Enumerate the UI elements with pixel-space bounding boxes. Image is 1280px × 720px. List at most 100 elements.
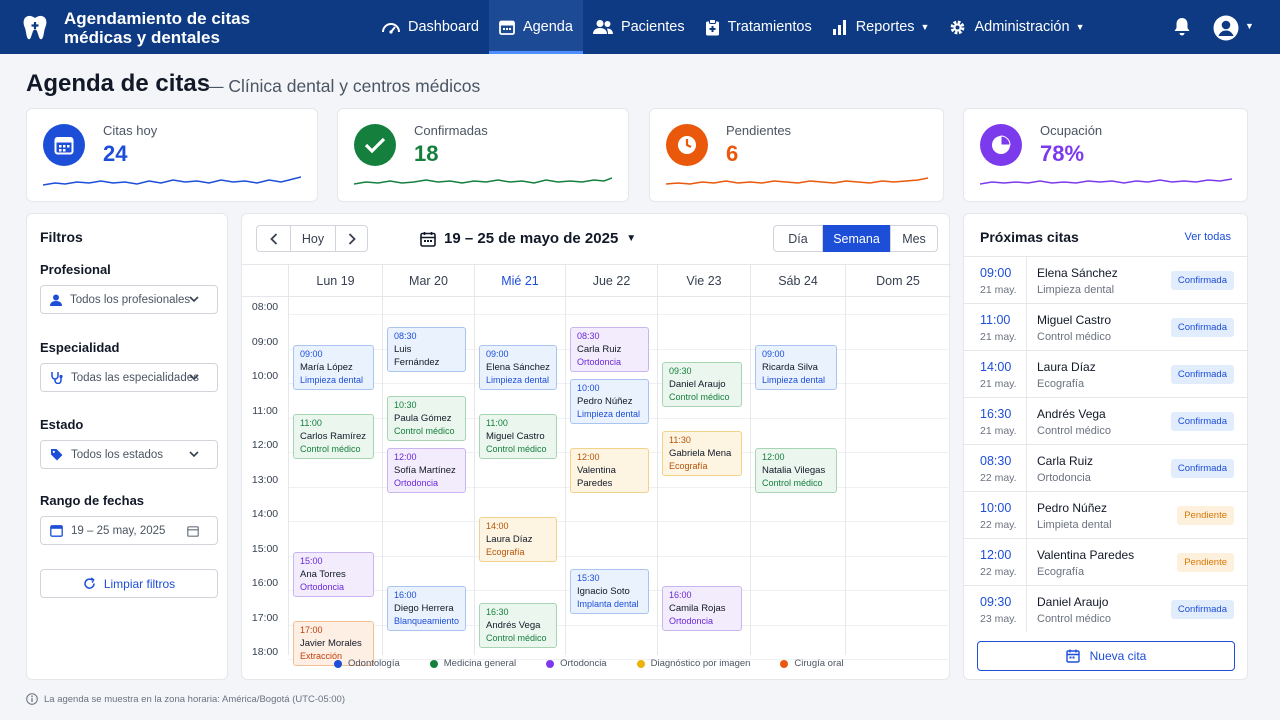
day-header[interactable]: Mar 20 <box>382 265 474 296</box>
appointment-block[interactable]: 09:00 María López Limpieza dental <box>293 344 374 390</box>
calendar-legend: Odontología Medicina general Ortodoncia Dia… <box>334 658 874 669</box>
stat-card-ocupacion: Ocupación 78% <box>963 108 1248 202</box>
today-button[interactable]: Hoy <box>290 225 336 252</box>
appointment-block[interactable]: 16:30 Andrés Vega Control médico <box>479 603 557 649</box>
refresh-icon <box>84 577 95 589</box>
appointment-block[interactable]: 16:00 Diego Herrera Blanqueamiento <box>387 586 466 631</box>
date-range-picker[interactable]: 19 – 25 de mayo de 2025 ▼ <box>420 230 636 247</box>
upcoming-item[interactable]: 08:30 22 may. Carla Ruiz Ortodoncia Confirma… <box>964 444 1248 491</box>
chevron-right-icon <box>348 232 356 245</box>
bar-chart-icon <box>832 20 846 35</box>
profesional-select[interactable]: Todos los profesionales <box>40 285 218 314</box>
filter-label-especialidad: Especialidad <box>40 340 120 355</box>
upcoming-patient: Laura Díaz <box>1037 360 1096 374</box>
upcoming-treatment: Control médico <box>1037 425 1111 437</box>
appointment-patient: Carlos Ramírez <box>300 430 366 442</box>
view-month-button[interactable]: Mes <box>890 225 938 252</box>
view-day-button[interactable]: Día <box>773 225 823 252</box>
nav-agenda[interactable]: Agenda <box>488 0 583 54</box>
appointment-block[interactable]: 11:00 Carlos Ramírez Control médico <box>293 413 374 459</box>
chevron-down-icon[interactable]: ▼ <box>1245 21 1254 31</box>
avatar-icon[interactable] <box>1213 15 1239 41</box>
appointment-time: 14:00 <box>486 521 509 531</box>
sparkline <box>980 178 1232 185</box>
new-appointment-button[interactable]: Nueva cita <box>977 641 1235 671</box>
upcoming-item[interactable]: 14:00 21 may. Laura Díaz Ecografía Confirmad… <box>964 350 1248 397</box>
upcoming-item[interactable]: 10:00 22 may. Pedro Núñez Limpieta dental Pe… <box>964 491 1248 538</box>
nav-reportes[interactable]: Reportes ▼ <box>822 0 940 54</box>
day-header[interactable]: Mié 21 <box>474 265 565 296</box>
nav-pacientes[interactable]: Pacientes <box>583 0 695 54</box>
next-week-button[interactable] <box>335 225 368 252</box>
appointment-block[interactable]: 08:30 Carla Ruiz Ortodoncia <box>570 327 649 373</box>
appointment-block[interactable]: 08:30 Luis FernándezLimpieza dental <box>387 327 466 373</box>
appointment-treatment: Control médico <box>762 478 823 488</box>
upcoming-patient: Pedro Núñez <box>1037 501 1108 515</box>
upcoming-date: 21 may. <box>980 331 1017 343</box>
appointment-block[interactable]: 14:00 Laura Díaz Ecografía <box>479 517 557 562</box>
prev-week-button[interactable] <box>256 225 291 252</box>
appointment-block[interactable]: 09:00 Ricarda Silva Limpieza dental <box>755 344 837 390</box>
appointment-block[interactable]: 11:00 Miguel Castro Control médico <box>479 413 557 459</box>
upcoming-item[interactable]: 16:30 21 may. Andrés Vega Control médico Con… <box>964 397 1248 444</box>
profesional-select-value: Todos los profesionales <box>70 293 191 306</box>
bell-icon[interactable] <box>1173 17 1191 36</box>
day-header[interactable]: Lun 19 <box>288 265 382 296</box>
upcoming-item[interactable]: 11:00 21 may. Miguel Castro Control médico C… <box>964 303 1248 350</box>
appointment-block[interactable]: 15:00 Ana Torres Ortodoncia <box>293 551 374 597</box>
nav-pacientes-label: Pacientes <box>620 19 685 35</box>
especialidad-select[interactable]: Todas las especialidades <box>40 363 218 392</box>
appointment-patient: Pedro Núñez <box>577 396 633 407</box>
nav-dashboard-label: Dashboard <box>408 19 479 35</box>
appointment-treatment: Control médico <box>394 426 455 437</box>
upcoming-date: 23 may. <box>980 613 1017 625</box>
info-icon <box>26 693 38 705</box>
page-title: Agenda de citas <box>26 70 211 97</box>
upcoming-patient: Daniel Araujo <box>1037 595 1109 609</box>
clear-filters-button[interactable]: Limpiar filtros <box>40 569 218 598</box>
nav-administracion[interactable]: Administración ▼ <box>939 0 1094 54</box>
upcoming-item[interactable]: 09:00 21 may. Elena Sánchez Limpieza dental… <box>964 256 1248 303</box>
appointment-time: 09:00 <box>762 348 785 359</box>
hour-label: 10:00 <box>251 370 279 382</box>
nav-tratamientos[interactable]: Tratamientos <box>695 0 822 54</box>
stat-label: Pendientes <box>726 123 792 138</box>
nav-dashboard[interactable]: Dashboard <box>372 0 489 54</box>
upcoming-treatment: Control médico <box>1037 613 1111 625</box>
appointment-block[interactable]: 12:00 Natalia Vilegas Control médico <box>755 448 837 493</box>
nav-tratamientos-label: Tratamientos <box>727 19 812 35</box>
calendar-icon <box>420 231 436 247</box>
appointment-block[interactable]: 10:30 Paula Gómez Control médico <box>387 396 466 442</box>
calendar-icon[interactable] <box>187 525 199 537</box>
upcoming-time: 11:00 <box>980 313 1011 327</box>
day-header[interactable]: Dom 25 <box>845 265 950 296</box>
day-header[interactable]: Jue 22 <box>565 265 657 296</box>
calendar-divider <box>242 296 951 297</box>
see-all-link[interactable]: Ver todas <box>1184 231 1231 243</box>
chevron-down-icon <box>189 374 199 381</box>
estado-select[interactable]: Todos los estados <box>40 440 218 469</box>
appointment-block[interactable]: 09:30 Daniel Araujo Control médico <box>662 361 742 407</box>
day-header[interactable]: Sáb 24 <box>750 265 845 296</box>
day-header[interactable]: Vie 23 <box>657 265 750 296</box>
appointment-treatment: Control médico <box>669 391 730 402</box>
appointment-block[interactable]: 10:00 Pedro Núñez Limpieza dental <box>570 379 649 424</box>
hour-label: 15:00 <box>251 542 279 555</box>
upcoming-item[interactable]: 12:00 22 may. Valentina Paredes Ecografía Pe… <box>964 538 1248 585</box>
upcoming-treatment: Ortodoncia <box>1037 472 1091 484</box>
appointment-block[interactable]: 16:00 Camila Rojas Ortodoncia <box>662 586 742 631</box>
upcoming-item[interactable]: 09:30 23 may. Daniel Araujo Control médico C… <box>964 585 1248 632</box>
appointment-block[interactable]: 09:00 Elena Sánchez Limpieza dental <box>479 344 557 390</box>
legend-label: Cirugía oral <box>794 658 844 669</box>
appointment-block[interactable]: 15:30 Ignacio Soto Implanta dental <box>570 568 649 614</box>
appointment-time: 16:00 <box>394 590 417 600</box>
appointment-block[interactable]: 12:00 Sofía Martínez Ortodoncia <box>387 448 466 493</box>
appointment-patient: Luis Fernández <box>394 344 440 369</box>
appointment-time: 16:30 <box>486 607 509 618</box>
date-range-input[interactable]: 19 – 25 may, 2025 <box>40 516 218 545</box>
calendar-icon <box>499 20 515 35</box>
view-week-button[interactable]: Semana <box>823 225 890 252</box>
appointment-block[interactable]: 11:30 Gabriela Mena Ecografía <box>662 430 742 476</box>
